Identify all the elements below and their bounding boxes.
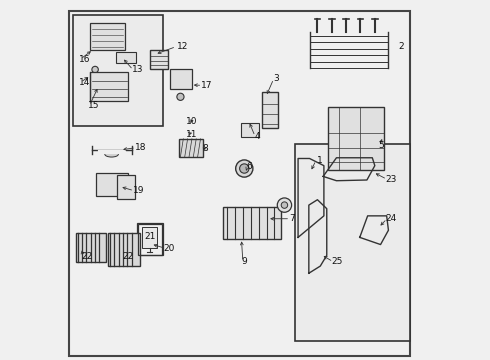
Text: 22: 22 <box>81 252 93 261</box>
Text: 17: 17 <box>201 81 212 90</box>
Text: 1: 1 <box>317 156 322 165</box>
Ellipse shape <box>105 151 119 157</box>
Text: 11: 11 <box>186 130 197 139</box>
Bar <box>242 123 259 137</box>
Bar <box>143 227 157 248</box>
Bar <box>179 139 203 157</box>
Bar <box>138 224 162 255</box>
Text: 25: 25 <box>332 257 343 266</box>
Text: 12: 12 <box>177 42 188 51</box>
Text: 5: 5 <box>378 141 384 150</box>
Bar <box>170 69 192 89</box>
Bar <box>149 50 168 69</box>
Bar <box>295 144 410 341</box>
Bar <box>116 51 136 63</box>
Ellipse shape <box>281 202 288 208</box>
Text: 3: 3 <box>273 75 279 84</box>
Text: 10: 10 <box>186 117 197 126</box>
Ellipse shape <box>236 160 253 177</box>
Bar <box>90 72 128 101</box>
Ellipse shape <box>240 164 249 173</box>
Text: 9: 9 <box>242 257 247 266</box>
Text: 4: 4 <box>254 132 260 141</box>
Text: 21: 21 <box>145 232 156 241</box>
Ellipse shape <box>177 93 184 100</box>
Text: 15: 15 <box>88 101 99 110</box>
Text: 24: 24 <box>386 214 397 223</box>
Bar <box>76 233 106 262</box>
Text: 19: 19 <box>133 186 144 195</box>
Text: 18: 18 <box>135 143 146 152</box>
Ellipse shape <box>92 66 98 73</box>
Text: 22: 22 <box>122 252 133 261</box>
Text: 2: 2 <box>398 42 404 51</box>
Bar <box>137 223 163 255</box>
Text: 20: 20 <box>163 244 174 253</box>
Text: 6: 6 <box>246 162 252 171</box>
Text: 13: 13 <box>132 66 143 75</box>
Text: 7: 7 <box>289 214 294 223</box>
Text: 14: 14 <box>79 78 90 87</box>
Text: 23: 23 <box>386 175 397 184</box>
Bar <box>117 175 135 199</box>
Bar <box>262 92 278 128</box>
Bar <box>90 23 125 50</box>
Bar <box>328 107 384 170</box>
Bar <box>73 15 163 126</box>
Bar <box>108 233 140 266</box>
Text: 8: 8 <box>203 144 208 153</box>
Bar <box>223 207 281 239</box>
Text: 16: 16 <box>79 55 91 64</box>
Bar <box>96 173 128 196</box>
Ellipse shape <box>277 198 292 212</box>
